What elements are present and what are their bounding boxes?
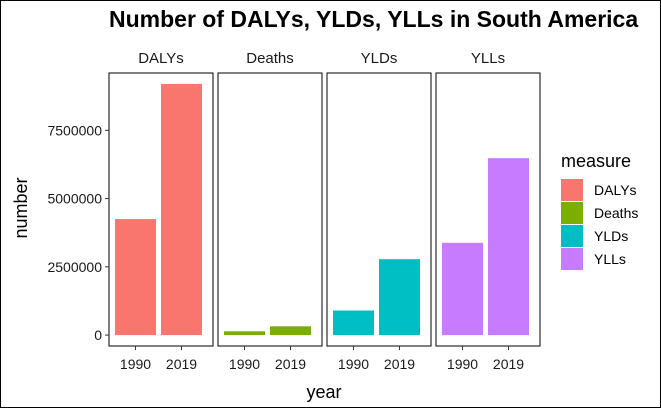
bar-ylls-2019: [488, 158, 529, 336]
legend-label-deaths: Deaths: [594, 205, 638, 221]
bar-dalys-2019: [161, 83, 202, 336]
bar-deaths-1990: [224, 331, 265, 336]
y-axis-label: number: [11, 177, 31, 238]
panel-border: [435, 72, 541, 347]
facet-strip-label: Deaths: [246, 50, 294, 67]
legend-swatch-ylds: [561, 225, 583, 247]
y-tick-label: 7500000: [47, 122, 102, 138]
facet-strip-label: YLDs: [361, 50, 398, 67]
x-tick-label: 2019: [384, 356, 415, 372]
x-tick-label: 1990: [229, 356, 260, 372]
bar-ylls-1990: [442, 242, 483, 336]
x-tick-label: 2019: [166, 356, 197, 372]
bar-deaths-2019: [270, 326, 311, 336]
facet-strip-label: DALYs: [138, 50, 184, 67]
panel-border: [326, 72, 432, 347]
legend-swatch-deaths: [561, 202, 583, 224]
facet-panel-ylls: YLLs 1990 2019: [435, 50, 541, 372]
bar-ylds-2019: [379, 259, 420, 336]
facet-panel-dalys: DALYs 1990 2019: [108, 50, 214, 372]
y-tick-label: 2500000: [47, 259, 102, 275]
x-tick-label: 2019: [493, 356, 524, 372]
x-tick-label: 1990: [120, 356, 151, 372]
facet-panel-deaths: Deaths 1990 2019: [217, 50, 323, 372]
y-axis: 0 2500000 5000000 7500000: [47, 122, 109, 343]
chart-title: Number of DALYs, YLDs, YLLs in South Ame…: [109, 6, 638, 32]
legend-swatch-ylls: [561, 248, 583, 270]
y-tick-label: 0: [94, 327, 102, 343]
y-tick-label: 5000000: [47, 191, 102, 207]
legend-label-ylls: YLLs: [594, 251, 626, 267]
legend: measure DALYs Deaths YLDs YLLs: [561, 151, 638, 270]
x-axis-label: year: [306, 382, 341, 402]
bar-dalys-1990: [115, 219, 156, 336]
panel-border: [108, 72, 214, 347]
panel-border: [217, 72, 323, 347]
facet-strip-label: YLLs: [471, 50, 505, 67]
facet-panel-ylds: YLDs 1990 2019: [326, 50, 432, 372]
legend-label-dalys: DALYs: [594, 182, 637, 198]
legend-swatch-dalys: [561, 179, 583, 201]
x-tick-label: 1990: [338, 356, 369, 372]
x-tick-label: 1990: [447, 356, 478, 372]
x-tick-label: 2019: [275, 356, 306, 372]
bar-ylds-1990: [333, 310, 374, 336]
legend-label-ylds: YLDs: [594, 228, 628, 244]
legend-title: measure: [561, 151, 631, 171]
